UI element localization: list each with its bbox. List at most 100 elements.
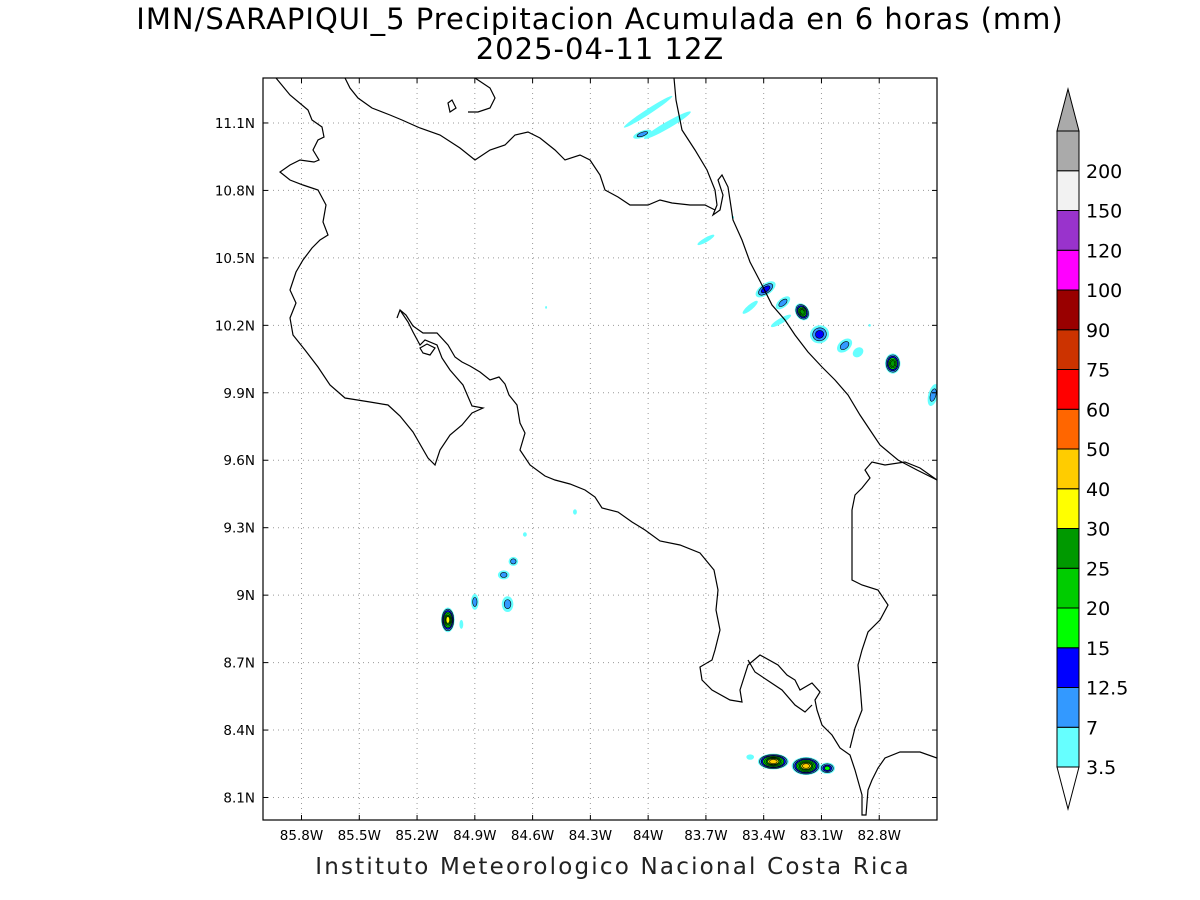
precip-contour <box>824 765 831 771</box>
lake-nicaragua-north <box>468 78 496 113</box>
precip-cell <box>885 353 901 374</box>
y-tick-label: 9.6N <box>223 453 255 469</box>
precip-contour <box>815 330 824 339</box>
precip-contour <box>623 95 673 128</box>
x-tick-label: 84.6W <box>511 828 554 844</box>
precip-cell <box>852 347 864 358</box>
precip-contour <box>839 341 850 350</box>
precip-contour <box>778 298 788 307</box>
precip-contour <box>459 619 464 629</box>
y-tick-label: 8.1N <box>223 791 255 807</box>
colorbar-label: 40 <box>1086 479 1110 501</box>
colorbar-label: 75 <box>1086 360 1110 382</box>
precip-cell <box>746 754 755 760</box>
precip-contour <box>742 300 758 314</box>
precip-contour <box>636 131 648 138</box>
precip-cell <box>837 338 853 353</box>
precip-cell <box>791 757 821 776</box>
precip-cell <box>819 762 835 774</box>
x-tick-label: 82.8W <box>858 828 901 844</box>
precip-contour <box>890 360 896 367</box>
island-lake <box>447 99 457 113</box>
colorbar-label: 3.5 <box>1086 757 1116 779</box>
colorbar-swatch <box>1056 170 1080 211</box>
colorbar-swatch <box>1056 647 1080 688</box>
colorbar-swatch <box>1056 607 1080 649</box>
precip-cell <box>633 129 652 139</box>
x-tick-label: 83.1W <box>800 828 843 844</box>
x-tick-label: 83.4W <box>742 828 785 844</box>
colorbar-label: 120 <box>1086 240 1122 262</box>
x-tick-label: 84W <box>633 828 664 844</box>
precip-cell <box>470 594 479 610</box>
precip-cell <box>508 556 519 566</box>
x-tick-label: 85.8W <box>280 828 323 844</box>
colorbar-label: 150 <box>1086 201 1122 223</box>
y-axis: 8.1N 8.4N 8.7N 9N 9.3N 9.6N 9.9N 10.2N 10.5N 10.8… <box>215 116 937 807</box>
colorbar-under-arrow <box>1056 766 1080 811</box>
y-tick-label: 10.2N <box>215 318 255 334</box>
x-tick-label: 84.3W <box>569 828 612 844</box>
y-tick-label: 9.3N <box>223 521 255 537</box>
precip-cell <box>770 314 792 328</box>
coastline-osa-inner <box>747 659 813 713</box>
precip-contour <box>852 347 864 358</box>
colorbar-swatch <box>1056 289 1080 331</box>
lake-nicaragua <box>344 78 716 211</box>
colorbar-label: 15 <box>1086 638 1110 660</box>
precip-cell <box>522 532 527 537</box>
precip-cell <box>757 753 789 770</box>
precip-contour <box>445 616 450 624</box>
precip-cell <box>441 607 455 633</box>
colorbar-label: 90 <box>1086 320 1110 342</box>
precip-contour <box>503 599 512 609</box>
precip-contour <box>760 285 771 294</box>
colorbar-label: 60 <box>1086 399 1110 421</box>
precip-contour <box>770 314 792 328</box>
y-tick-label: 10.8N <box>215 183 255 199</box>
precip-cell <box>497 570 510 580</box>
precip-contour <box>472 597 478 607</box>
colorbar-label: 20 <box>1086 598 1110 620</box>
precip-contour <box>799 309 805 315</box>
precip-cell <box>697 234 715 246</box>
colorbar-label: 30 <box>1086 519 1110 541</box>
colorbar-swatch <box>1056 726 1080 768</box>
y-tick-label: 8.7N <box>223 656 255 672</box>
colorbar: 3.5 7 12.5 15 20 25 30 40 50 60 75 90 100 120 150 200 <box>1056 87 1128 811</box>
precip-cell <box>459 619 464 629</box>
precip-cell <box>868 323 871 327</box>
precip-cell <box>545 305 548 309</box>
precipitation-contours <box>441 95 937 776</box>
y-tick-label: 9.9N <box>223 386 255 402</box>
y-tick-label: 10.5N <box>215 251 255 267</box>
colorbar-swatch <box>1056 687 1080 728</box>
map-frame <box>262 77 938 821</box>
precip-contour <box>746 754 755 760</box>
y-tick-label: 9N <box>236 588 255 604</box>
colorbar-swatch <box>1056 130 1080 172</box>
precip-contour <box>545 305 548 309</box>
colorbar-label: 100 <box>1086 280 1122 302</box>
x-tick-label: 85.2W <box>395 828 438 844</box>
map-title: IMN/SARAPIQUI_5 Precipitacion Acumulada … <box>136 2 1064 36</box>
border-panama <box>849 461 937 749</box>
colorbar-label: 7 <box>1086 717 1098 739</box>
precip-contour <box>500 572 508 578</box>
precip-cell <box>501 596 514 613</box>
colorbar-label: 12.5 <box>1086 678 1128 700</box>
coastline <box>275 78 937 816</box>
colorbar-swatch <box>1056 408 1080 450</box>
x-tick-label: 83.7W <box>684 828 727 844</box>
precip-contour <box>769 759 778 764</box>
precip-contour <box>510 558 517 565</box>
colorbar-label: 200 <box>1086 161 1122 183</box>
colorbar-swatch <box>1056 488 1080 529</box>
precip-cell <box>775 296 791 310</box>
x-tick-label: 84.9W <box>453 828 496 844</box>
grid-lines <box>263 78 937 820</box>
footer-credit: Instituto Meteorologico Nacional Costa R… <box>315 854 911 880</box>
island-nicoya <box>419 343 436 356</box>
precip-cell <box>794 303 810 321</box>
